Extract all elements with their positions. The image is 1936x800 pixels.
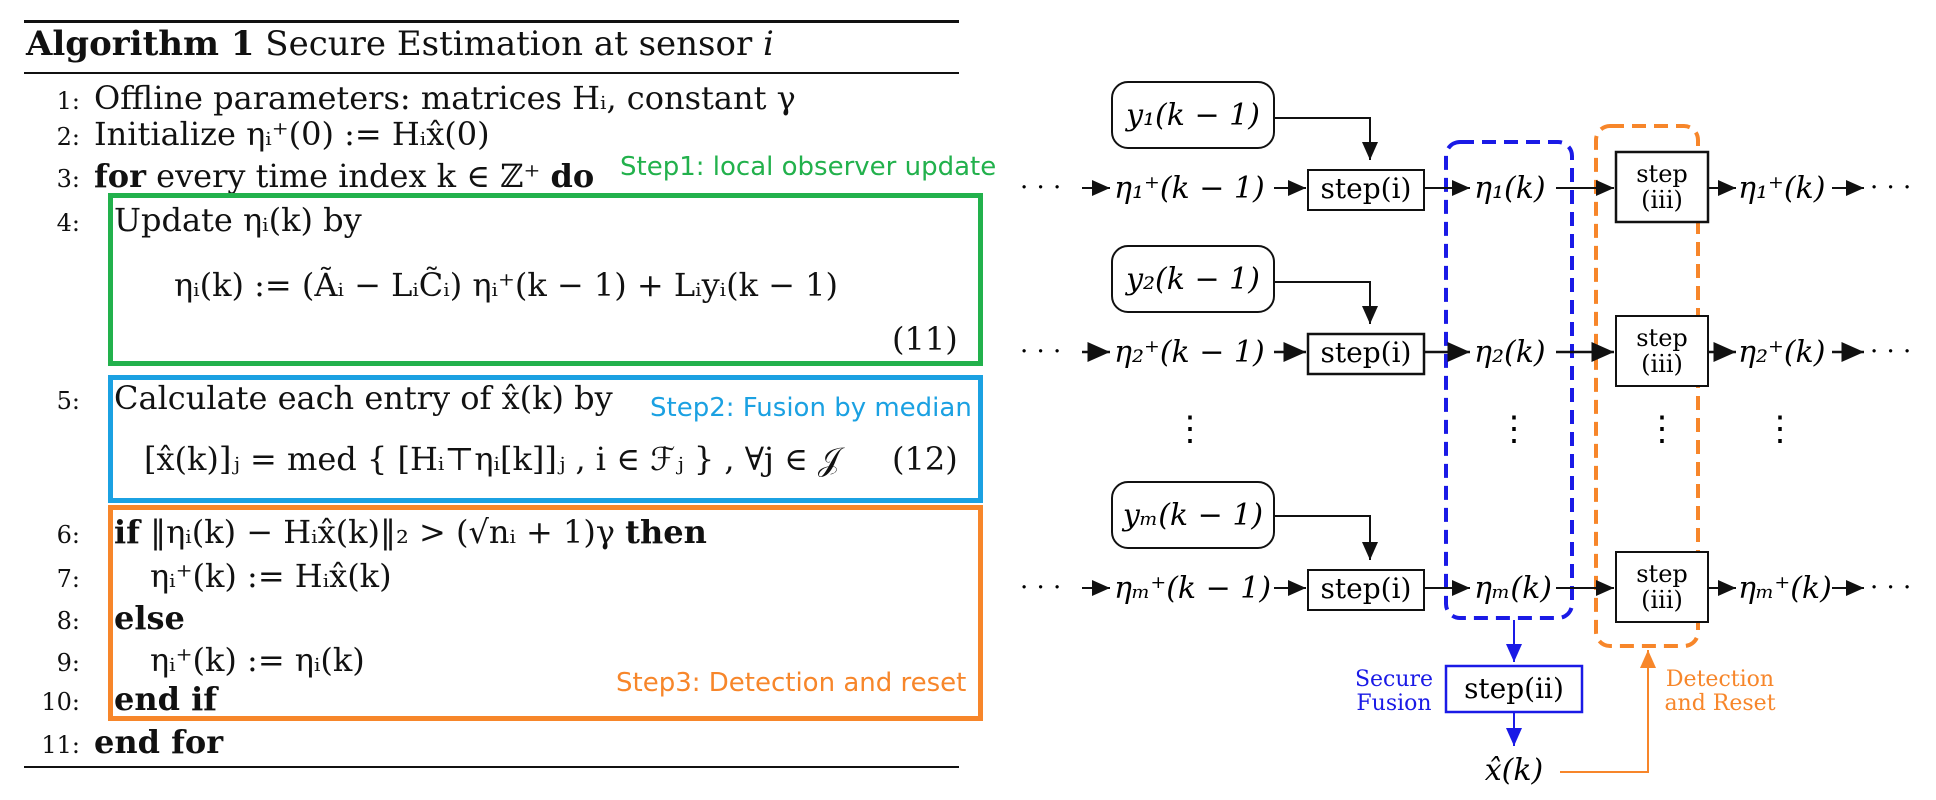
step1-box: [108, 193, 983, 366]
y-input-label: y₁(k − 1): [1124, 98, 1260, 133]
step1-label: Step1: local observer update: [620, 152, 997, 182]
algo-line-5: 5: Calculate each entry of x̂(k) by: [56, 379, 613, 417]
step3-box: [108, 505, 983, 721]
dots-right: · · ·: [1870, 573, 1911, 603]
algo-line-1: 1: Offline parameters: matrices Hᵢ, const…: [56, 79, 796, 117]
step-iii-box: [1615, 315, 1709, 387]
dots-left: · · ·: [1020, 573, 1061, 603]
eta-label: η₁(k): [1474, 171, 1546, 206]
dots-right: · · ·: [1870, 173, 1911, 203]
step-iii-bottom: (iii): [1641, 186, 1683, 214]
flow-diagram: y₁(k − 1) · · · η₁⁺(k − 1) step(i) η₁(k)…: [1020, 81, 1911, 788]
algo-line-11: 11: end for: [41, 723, 224, 761]
xhat-to-detection-arrow: [1560, 650, 1656, 773]
step-iii-bottom: (iii): [1641, 350, 1683, 378]
equation-11-number: (11): [892, 320, 958, 358]
algo-line-7: 7: ηᵢ⁺(k) := Hᵢx̂(k): [56, 557, 392, 595]
xhat-label: x̂(k): [1485, 753, 1544, 788]
y-to-step-arrow: [1274, 515, 1378, 560]
dots-right: · · ·: [1870, 337, 1911, 367]
algo-line-10: 10: end if: [41, 680, 218, 718]
algorithm-title-var: i: [763, 24, 774, 64]
vdots-1: ⋮: [1173, 409, 1207, 449]
eta-label: ηₘ(k): [1474, 571, 1552, 606]
eta-label: η₂(k): [1474, 335, 1546, 370]
eta-next-label: η₁⁺(k): [1738, 171, 1825, 206]
eta-next-label: ηₘ⁺(k): [1738, 571, 1832, 606]
step-iii-box: [1614, 150, 1710, 224]
y-to-step-arrow: [1274, 281, 1378, 324]
step-i-label: step(i): [1321, 572, 1412, 605]
step-iii-top: step: [1636, 324, 1688, 352]
step-i-box: [1307, 169, 1425, 211]
eta-next-label: η₂⁺(k): [1738, 335, 1825, 370]
step-iii-box: [1615, 551, 1709, 623]
algorithm-panel: Algorithm 1 Secure Estimation at sensor …: [24, 20, 996, 768]
algo-line-8: 8: else: [56, 599, 185, 637]
dots-left: · · ·: [1020, 173, 1061, 203]
vdots-2: ⋮: [1497, 409, 1531, 449]
flow-row-m: yₘ(k − 1) · · · ηₘ⁺(k − 1) step(i) ηₘ(k)…: [1020, 481, 1911, 623]
step-ii-label: step(ii): [1464, 672, 1564, 705]
eta-prev-label: η₂⁺(k − 1): [1114, 335, 1265, 370]
step-i-label: step(i): [1321, 172, 1412, 205]
bottom-rule: [24, 766, 959, 768]
algorithm-title: Algorithm 1 Secure Estimation at sensor …: [26, 24, 774, 64]
flow-row-1: y₁(k − 1) · · · η₁⁺(k − 1) step(i) η₁(k)…: [1020, 81, 1911, 224]
step2-label: Step2: Fusion by median: [650, 393, 972, 423]
algo-line-3: 3: for every time index k ∈ ℤ⁺ do: [56, 157, 595, 195]
eta-prev-label: ηₘ⁺(k − 1): [1114, 571, 1271, 606]
dots-left: · · ·: [1020, 337, 1061, 367]
algo-line-6: 6: if ‖ηᵢ(k) − Hᵢx̂(k)‖₂ > (√nᵢ + 1)γ the…: [56, 513, 707, 551]
secure-fusion-label-1: Secure: [1355, 667, 1433, 692]
step-i-box: [1307, 569, 1425, 611]
top-rule: [24, 20, 959, 23]
equation-12: [x̂(k)]ⱼ = med { [Hᵢ⊤ηᵢ[k]]ⱼ , i ∈ ℱⱼ } …: [144, 440, 841, 478]
step-iii-top: step: [1636, 160, 1688, 188]
fusion-dashed-box: [1444, 140, 1574, 620]
detection-label-2: and Reset: [1664, 691, 1775, 716]
equation-12-number: (12): [892, 440, 958, 478]
step-i-label: step(i): [1321, 336, 1412, 369]
step-iii-top: step: [1636, 560, 1688, 588]
y-input-label: yₘ(k − 1): [1121, 498, 1263, 533]
y-input-label: y₂(k − 1): [1124, 262, 1260, 297]
y-input-box: [1111, 245, 1275, 313]
algo-line-4: 4: Update ηᵢ(k) by: [56, 201, 362, 239]
flow-row-2: y₂(k − 1) · · · η₂⁺(k − 1) step(i) η₂(k)…: [1020, 245, 1911, 387]
algorithm-title-text: Secure Estimation at sensor: [254, 24, 764, 64]
y-input-box: [1111, 81, 1275, 149]
equation-11: ηᵢ(k) := (Ãᵢ − LᵢC̃ᵢ) ηᵢ⁺(k − 1) + Lᵢyᵢ(…: [174, 266, 838, 304]
algorithm-title-bold: Algorithm 1: [26, 24, 255, 64]
step-iii-bottom: (iii): [1641, 586, 1683, 614]
algo-line-9: 9: ηᵢ⁺(k) := ηᵢ(k): [56, 641, 365, 679]
step3-label: Step3: Detection and reset: [616, 668, 967, 698]
y-to-step-arrow: [1274, 117, 1378, 160]
step2-box: [108, 375, 983, 503]
title-rule: [24, 72, 959, 74]
detection-label-1: Detection: [1666, 667, 1774, 692]
vdots-4: ⋮: [1763, 409, 1797, 449]
vdots-3: ⋮: [1645, 409, 1679, 449]
eta-prev-label: η₁⁺(k − 1): [1114, 171, 1265, 206]
algo-line-2: 2: Initialize ηᵢ⁺(0) := Hᵢx̂(0): [56, 115, 490, 153]
step-i-box: [1306, 332, 1426, 376]
secure-fusion-label-2: Fusion: [1356, 691, 1431, 716]
